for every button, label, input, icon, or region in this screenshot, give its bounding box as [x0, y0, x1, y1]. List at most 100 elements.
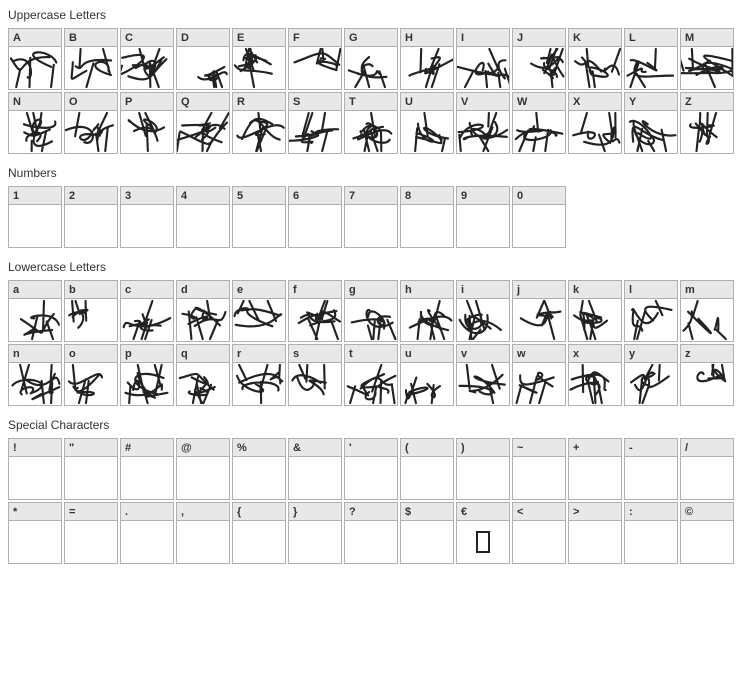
- char-label: n: [9, 345, 61, 363]
- char-label: z: [681, 345, 733, 363]
- section-numbers: Numbers1234567890: [8, 166, 740, 248]
- char-cell: #: [120, 438, 174, 500]
- char-glyph: [345, 299, 397, 341]
- char-label: s: [289, 345, 341, 363]
- char-label: *: [9, 503, 61, 521]
- char-glyph: [513, 363, 565, 405]
- char-label: K: [569, 29, 621, 47]
- char-cell: b: [64, 280, 118, 342]
- char-cell: 3: [120, 186, 174, 248]
- char-cell: c: [120, 280, 174, 342]
- char-glyph: [121, 457, 173, 499]
- char-glyph: [513, 457, 565, 499]
- char-label: O: [65, 93, 117, 111]
- char-cell: ': [344, 438, 398, 500]
- char-label: 8: [401, 187, 453, 205]
- char-cell: h: [400, 280, 454, 342]
- char-glyph: [625, 363, 677, 405]
- char-glyph: [625, 521, 677, 563]
- char-label: t: [345, 345, 397, 363]
- char-glyph: [233, 111, 285, 153]
- char-cell: q: [176, 344, 230, 406]
- char-label: G: [345, 29, 397, 47]
- char-glyph: [233, 205, 285, 247]
- char-glyph: [289, 299, 341, 341]
- char-label: >: [569, 503, 621, 521]
- char-glyph: [569, 521, 621, 563]
- char-cell: z: [680, 344, 734, 406]
- char-label: =: [65, 503, 117, 521]
- char-cell: Y: [624, 92, 678, 154]
- char-label: V: [457, 93, 509, 111]
- char-label: e: [233, 281, 285, 299]
- char-label: C: [121, 29, 173, 47]
- char-label: €: [457, 503, 509, 521]
- char-glyph: [625, 299, 677, 341]
- char-label: X: [569, 93, 621, 111]
- char-label: -: [625, 439, 677, 457]
- char-glyph: [233, 457, 285, 499]
- char-glyph: [289, 205, 341, 247]
- char-glyph: [457, 205, 509, 247]
- char-glyph: [513, 521, 565, 563]
- char-label: W: [513, 93, 565, 111]
- char-glyph: [401, 521, 453, 563]
- char-cell: &: [288, 438, 342, 500]
- char-glyph: [569, 47, 621, 89]
- char-cell: ,: [176, 502, 230, 564]
- char-cell: 7: [344, 186, 398, 248]
- section-title: Numbers: [8, 166, 740, 180]
- char-label: 6: [289, 187, 341, 205]
- char-label: m: [681, 281, 733, 299]
- char-glyph: [345, 111, 397, 153]
- char-cell: D: [176, 28, 230, 90]
- char-glyph: [289, 457, 341, 499]
- char-label: f: [289, 281, 341, 299]
- char-cell: M: [680, 28, 734, 90]
- char-glyph: [681, 457, 733, 499]
- char-label: j: [513, 281, 565, 299]
- char-cell: T: [344, 92, 398, 154]
- char-cell: €: [456, 502, 510, 564]
- char-cell: x: [568, 344, 622, 406]
- char-label: !: [9, 439, 61, 457]
- char-glyph: [401, 299, 453, 341]
- char-cell: y: [624, 344, 678, 406]
- char-glyph: [345, 457, 397, 499]
- char-label: /: [681, 439, 733, 457]
- char-cell: @: [176, 438, 230, 500]
- char-glyph: [345, 205, 397, 247]
- char-glyph: [9, 205, 61, 247]
- char-cell: N: [8, 92, 62, 154]
- char-glyph: [65, 111, 117, 153]
- char-label: r: [233, 345, 285, 363]
- char-label: o: [65, 345, 117, 363]
- char-label: h: [401, 281, 453, 299]
- char-cell: $: [400, 502, 454, 564]
- char-label: g: [345, 281, 397, 299]
- char-glyph: [569, 299, 621, 341]
- char-label: x: [569, 345, 621, 363]
- char-glyph: [345, 521, 397, 563]
- char-glyph: [177, 521, 229, 563]
- char-label: 5: [233, 187, 285, 205]
- char-cell: (: [400, 438, 454, 500]
- char-cell: o: [64, 344, 118, 406]
- char-glyph: [681, 299, 733, 341]
- char-cell: ~: [512, 438, 566, 500]
- char-glyph: [457, 299, 509, 341]
- char-cell: s: [288, 344, 342, 406]
- char-cell: k: [568, 280, 622, 342]
- char-label: y: [625, 345, 677, 363]
- char-cell: Z: [680, 92, 734, 154]
- char-glyph: [121, 363, 173, 405]
- char-cell: ": [64, 438, 118, 500]
- char-label: 2: [65, 187, 117, 205]
- char-grid: !"#@%&'()~+-/*=.,{}?$€<>:©: [8, 438, 740, 564]
- char-glyph: [9, 457, 61, 499]
- char-label: 7: [345, 187, 397, 205]
- char-label: 3: [121, 187, 173, 205]
- char-glyph: [9, 111, 61, 153]
- char-label: ": [65, 439, 117, 457]
- char-label: c: [121, 281, 173, 299]
